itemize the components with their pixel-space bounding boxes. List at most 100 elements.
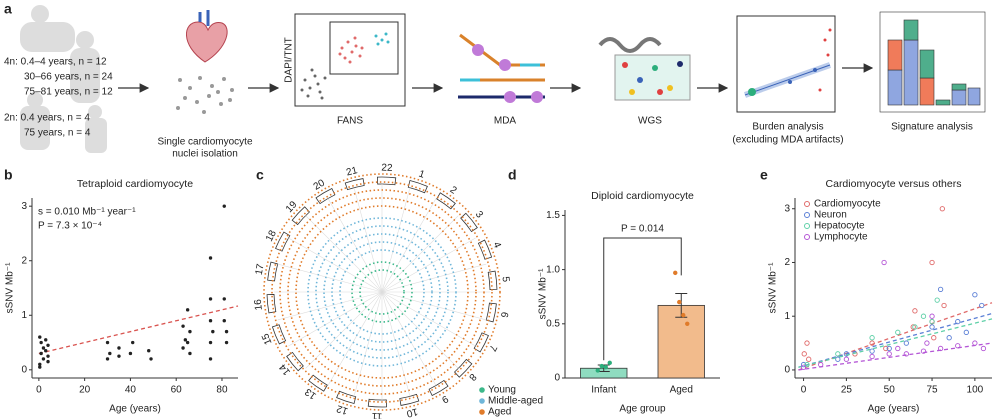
cohort-text: 4n: 0.4–4 years, n = 12 xyxy=(4,57,107,68)
y-axis-label: sSNV Mb⁻¹ xyxy=(5,262,16,314)
y-axis-label: sSNV Mb⁻¹ xyxy=(768,262,779,314)
y-tick-label: 0 xyxy=(21,364,27,375)
fans-dots xyxy=(300,32,390,100)
point xyxy=(222,204,226,208)
error-bar xyxy=(675,292,688,318)
chromosome-label: 15 xyxy=(260,331,275,346)
cohort-text: 75–81 years, n = 12 xyxy=(24,87,113,98)
point xyxy=(149,357,153,361)
legend-marker xyxy=(479,409,485,415)
ring xyxy=(351,261,413,323)
chromosome-label: 14 xyxy=(277,361,293,377)
point xyxy=(224,329,229,334)
step-label: (excluding MDA artifacts) xyxy=(732,135,843,146)
chromosome-segment xyxy=(376,176,397,186)
chromosome-label: 6 xyxy=(498,311,510,319)
point xyxy=(222,297,226,301)
panel-label: a xyxy=(4,1,12,17)
point xyxy=(208,340,213,345)
chromosome-label: 2 xyxy=(448,184,459,196)
point xyxy=(869,340,875,346)
chromosome-label: 20 xyxy=(312,177,328,192)
point xyxy=(185,340,190,345)
point xyxy=(208,319,213,323)
point xyxy=(869,335,875,341)
x-tick-label: 60 xyxy=(171,385,183,396)
point xyxy=(681,312,686,318)
point xyxy=(607,360,612,366)
chromosome-segment xyxy=(485,302,497,323)
chromosome-segment xyxy=(266,294,277,314)
legend-label: Cardiomyocyte xyxy=(814,199,881,210)
point xyxy=(599,363,604,369)
legend-marker xyxy=(479,398,485,404)
x-tick-label: 50 xyxy=(884,385,896,396)
point xyxy=(929,259,935,266)
chromosome-label: 21 xyxy=(345,165,359,178)
point xyxy=(886,351,892,357)
x-tick-label: Infant xyxy=(591,385,616,396)
point xyxy=(937,345,944,352)
point xyxy=(869,348,875,354)
y-tick-label: 3 xyxy=(21,201,27,212)
legend-marker xyxy=(804,223,810,229)
point xyxy=(883,345,889,352)
chromosome-segment xyxy=(308,374,328,392)
point xyxy=(41,346,46,350)
chromosome-label: 16 xyxy=(253,298,265,311)
point xyxy=(44,338,48,342)
nuclei-icon xyxy=(176,76,234,114)
point xyxy=(979,302,985,309)
point xyxy=(806,356,812,362)
point xyxy=(147,349,151,353)
point xyxy=(188,351,192,356)
point xyxy=(108,351,112,356)
x-axis-label: Age (years) xyxy=(109,404,161,415)
legend-label: Hepatocyte xyxy=(814,221,865,232)
chromosome-segment xyxy=(477,239,493,260)
heart-icon xyxy=(186,10,228,63)
point xyxy=(801,351,807,357)
step-label: WGS xyxy=(638,116,662,127)
chromosome-label: 5 xyxy=(499,276,511,283)
point xyxy=(181,346,185,350)
chromosome-segment xyxy=(473,332,489,353)
chromosome-label: 17 xyxy=(254,263,267,276)
chromosome-label: 13 xyxy=(303,385,319,401)
point xyxy=(181,324,185,328)
panel-label: e xyxy=(760,167,768,183)
point xyxy=(818,361,824,368)
ring xyxy=(359,269,405,315)
point xyxy=(131,340,135,345)
point xyxy=(912,324,918,330)
point xyxy=(46,354,50,358)
step-label: Signature analysis xyxy=(891,122,973,133)
chart-title: Tetraploid cardiomyocyte xyxy=(77,178,193,190)
point xyxy=(903,351,909,357)
ring xyxy=(287,197,477,387)
point xyxy=(929,313,935,319)
step-label: MDA xyxy=(494,116,517,127)
chromosome-label: 18 xyxy=(264,228,279,243)
y-tick-label: 2 xyxy=(784,257,790,268)
point xyxy=(188,329,192,334)
panel-label: d xyxy=(508,167,517,183)
y-tick-label: 0 xyxy=(554,373,560,384)
annotation: s = 0.010 Mb⁻¹ year⁻¹ xyxy=(38,207,136,218)
chromosome-segment xyxy=(487,270,498,290)
legend-label: Young xyxy=(488,385,516,396)
point xyxy=(677,299,682,305)
point xyxy=(38,365,42,369)
point xyxy=(44,349,48,353)
chromosome-label: 3 xyxy=(473,209,485,221)
point xyxy=(843,351,850,357)
point xyxy=(673,270,678,276)
chromosome-segment xyxy=(460,212,478,233)
x-tick-label: Aged xyxy=(670,385,693,396)
x-tick-label: 20 xyxy=(79,385,91,396)
chromosome-segment xyxy=(291,206,310,226)
point xyxy=(881,259,887,266)
chromosome-label: 10 xyxy=(405,405,419,418)
chromosome-label: 8 xyxy=(466,371,478,383)
